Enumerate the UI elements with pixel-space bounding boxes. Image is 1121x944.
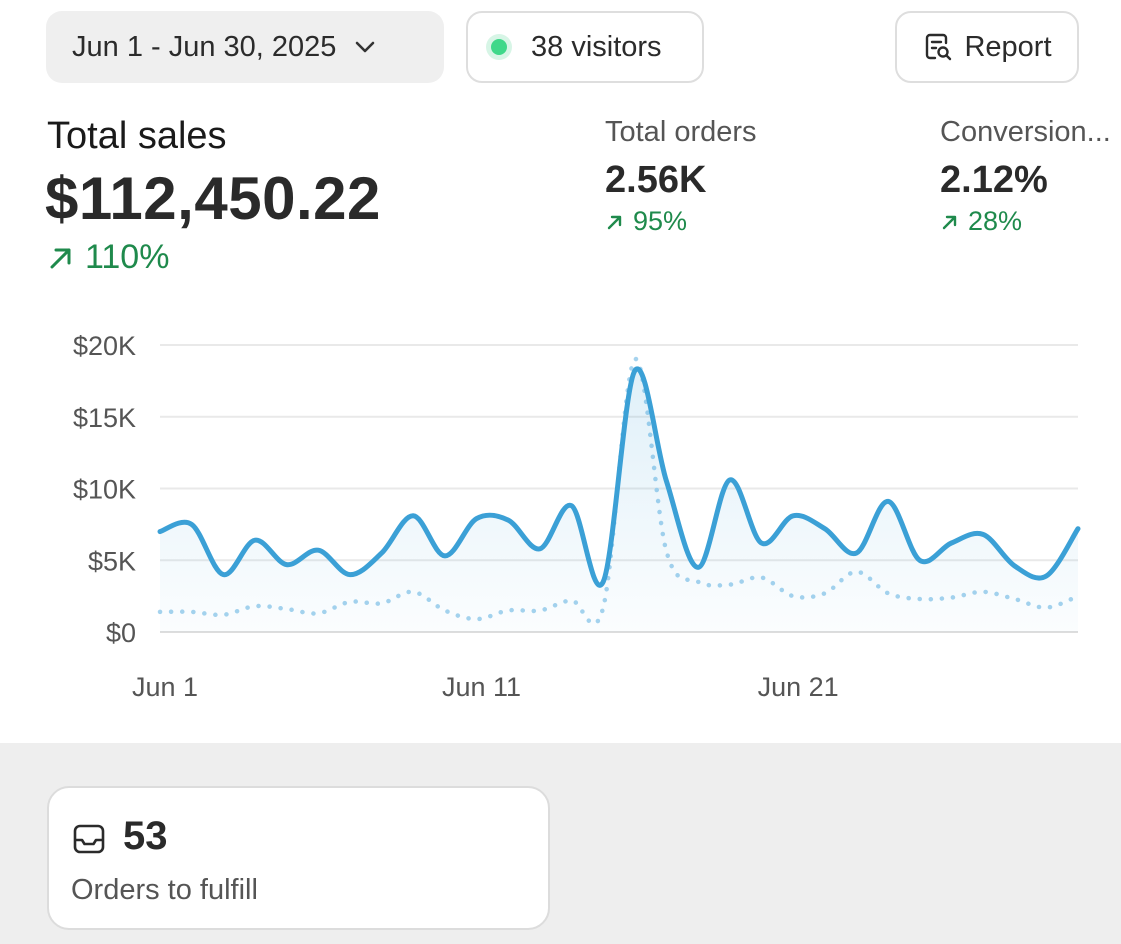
y-tick-label: $5K <box>88 546 136 576</box>
inbox-icon <box>71 821 107 857</box>
conversion-change: 28% <box>940 206 1111 237</box>
chevron-down-icon <box>354 40 376 54</box>
total-sales-change: 110% <box>47 238 169 277</box>
total-orders-metric[interactable]: Total orders 2.56K 95% <box>605 116 757 237</box>
orders-to-fulfill-count: 53 <box>123 814 168 858</box>
sales-line-chart[interactable]: $0 $5K $10K $15K $20K Jun 1 Jun 11 Jun 21 <box>0 320 1121 720</box>
orders-to-fulfill-label: Orders to fulfill <box>71 874 258 906</box>
orders-to-fulfill-card[interactable]: 53 Orders to fulfill <box>47 786 550 930</box>
conversion-change-value: 28% <box>968 206 1023 236</box>
total-sales-value: $112,450.22 <box>45 165 381 232</box>
x-tick-label: Jun 21 <box>758 672 839 702</box>
conversion-value: 2.12% <box>940 159 1048 201</box>
report-button[interactable]: Report <box>895 11 1079 83</box>
y-tick-label: $20K <box>73 331 136 361</box>
total-orders-change: 95% <box>605 206 757 237</box>
total-sales-change-value: 110% <box>85 238 170 276</box>
arrow-up-right-icon <box>47 244 75 272</box>
total-sales-label: Total sales <box>47 115 227 157</box>
y-tick-label: $15K <box>73 403 136 433</box>
conversion-label: Conversion... <box>940 116 1111 148</box>
visitors-count: 38 visitors <box>531 30 662 63</box>
report-search-icon <box>922 31 954 63</box>
report-label: Report <box>964 30 1052 63</box>
sales-series-line <box>157 366 1081 588</box>
total-orders-change-value: 95% <box>633 206 688 236</box>
date-range-label: Jun 1 - Jun 30, 2025 <box>72 30 337 63</box>
date-range-picker[interactable]: Jun 1 - Jun 30, 2025 <box>46 11 444 83</box>
live-dot-icon <box>491 39 507 55</box>
x-tick-label: Jun 1 <box>132 672 198 702</box>
conversion-metric[interactable]: Conversion... 2.12% 28% <box>940 116 1111 237</box>
y-tick-label: $10K <box>73 475 136 505</box>
live-visitors-button[interactable]: 38 visitors <box>466 11 704 83</box>
total-orders-value: 2.56K <box>605 159 707 201</box>
arrow-up-right-icon <box>940 212 960 232</box>
x-tick-label: Jun 11 <box>442 672 521 702</box>
sales-series-area <box>160 368 1078 632</box>
arrow-up-right-icon <box>605 212 625 232</box>
total-orders-label: Total orders <box>605 116 757 148</box>
y-tick-label: $0 <box>106 618 136 648</box>
